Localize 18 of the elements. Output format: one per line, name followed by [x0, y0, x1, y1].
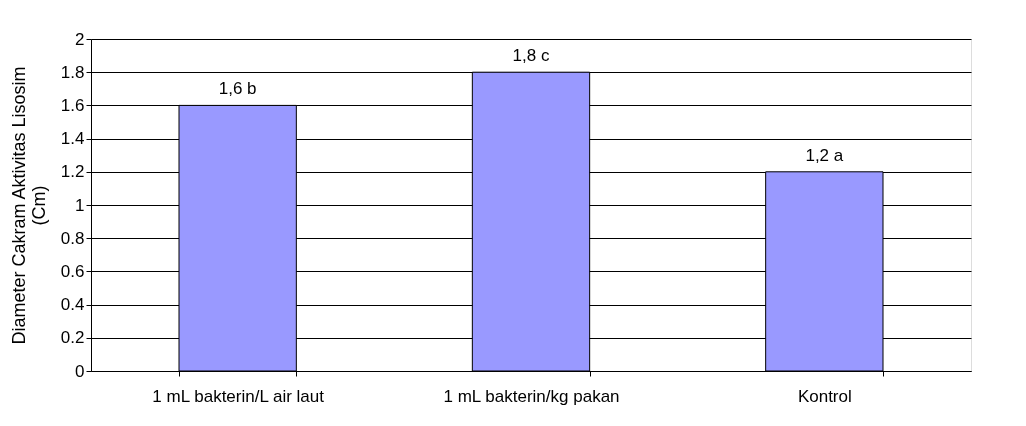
- y-tick-label: 1: [75, 195, 85, 215]
- y-tick-label: 0.6: [60, 261, 85, 281]
- y-tick-label: 1.4: [60, 129, 85, 149]
- x-tick-label: 1 mL bakterin/L air laut: [152, 386, 325, 406]
- y-tick-label: 0.8: [60, 228, 85, 248]
- data-label: 1,8 c: [512, 46, 550, 66]
- y-tick-label: 0.4: [60, 295, 85, 315]
- y-tick-label: 0.2: [60, 328, 85, 348]
- data-label: 1,6 b: [218, 79, 257, 99]
- y-tick-label: 1.2: [60, 162, 85, 182]
- y-tick-label: 2: [75, 29, 85, 49]
- y-tick-label: 1.8: [60, 62, 85, 82]
- y-tick-label: 1.6: [60, 95, 85, 115]
- x-tick-label: 1 mL bakterin/kg pakan: [443, 386, 620, 406]
- y-axis-title: Diameter Cakram Aktivitas Lisosim (Cm): [8, 66, 49, 345]
- y-tick-label: 0: [75, 361, 85, 381]
- data-label: 1,2 a: [805, 145, 844, 165]
- x-tick-label: Kontrol: [797, 386, 852, 406]
